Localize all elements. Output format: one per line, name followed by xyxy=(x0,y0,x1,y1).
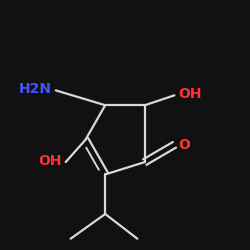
Text: OH: OH xyxy=(38,154,62,168)
Text: OH: OH xyxy=(178,87,202,101)
Text: H2N: H2N xyxy=(19,82,52,96)
Text: O: O xyxy=(178,138,190,152)
